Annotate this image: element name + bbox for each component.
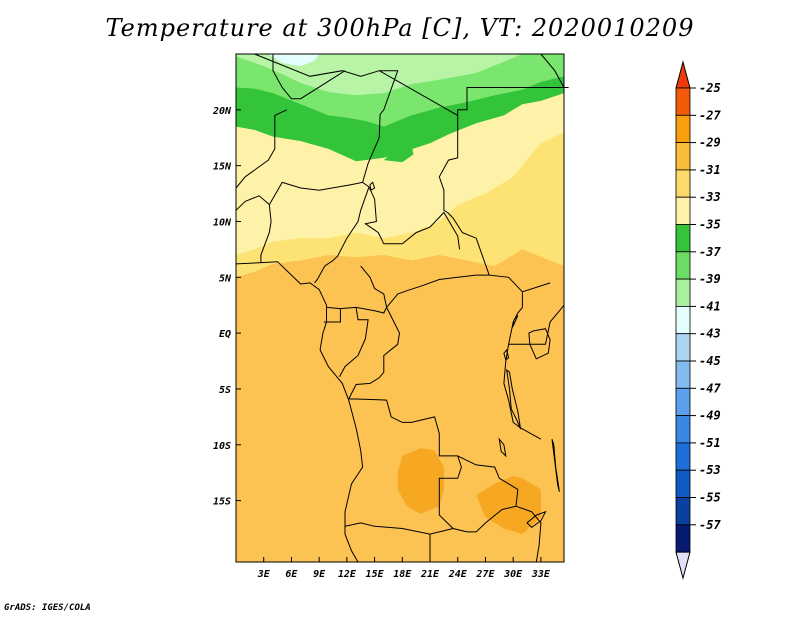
x-tick-label: 9E	[313, 569, 326, 580]
colorbar-label: -37	[699, 245, 721, 259]
colorbar-label: -45	[699, 354, 721, 368]
colorbar-label: -25	[699, 81, 721, 95]
colorbar-label: -49	[699, 409, 721, 423]
y-tick-label: EQ	[219, 329, 231, 340]
field-patch-37	[383, 143, 414, 163]
x-tick-label: 27E	[475, 569, 495, 580]
temperature-field	[236, 54, 564, 562]
field-band-41	[236, 54, 523, 96]
colorbar-label: -51	[699, 436, 721, 450]
colorbar-swatch	[675, 142, 691, 171]
colorbar-swatch	[675, 333, 691, 362]
colorbar-swatch	[675, 442, 691, 471]
colorbar-label: -53	[699, 463, 721, 477]
colorbar-label: -29	[699, 136, 721, 150]
x-tick-label: 6E	[285, 569, 298, 580]
x-tick-label: 12E	[338, 569, 357, 580]
colorbar-swatch	[675, 278, 691, 307]
colorbar-swatch	[675, 196, 691, 225]
x-tick-label: 18E	[393, 569, 412, 580]
y-tick-label: 20N	[212, 106, 232, 117]
y-tick-label: 5N	[219, 273, 232, 284]
lakes	[369, 181, 560, 529]
colorbar-swatch	[675, 469, 691, 498]
colorbar-swatch	[675, 524, 691, 553]
colorbar-swatch	[675, 114, 691, 144]
colorbar-label: -31	[699, 163, 721, 177]
colorbar: -25 -27 -29 -31 -33 -35 -37 -39 -41 -43 -45 -47 -49 -…	[675, 60, 721, 581]
credit-label: GrADS: IGES/COLA	[4, 603, 91, 613]
colorbar-swatch	[675, 305, 691, 335]
field-patch-27-south	[476, 476, 541, 535]
y-tick-label: 10S	[213, 441, 231, 452]
x-tick-label: 3E	[257, 569, 271, 580]
colorbar-label: -39	[699, 272, 721, 286]
colorbar-swatch	[675, 87, 691, 116]
x-tick-label: 30E	[503, 569, 523, 580]
colorbar-label: -33	[699, 190, 721, 204]
x-axis-ticks: 3E 6E 9E 12E 15E 18E 21E 24E 27E 30E 33E	[257, 557, 551, 580]
x-tick-label: 15E	[366, 569, 385, 580]
colorbar-label: -35	[699, 218, 721, 232]
colorbar-swatch	[675, 251, 691, 280]
colorbar-swatch	[675, 497, 691, 526]
colorbar-label: -57	[699, 518, 721, 532]
colorbar-swatch	[675, 387, 691, 416]
y-tick-label: 5S	[219, 385, 231, 396]
colorbar-swatch	[675, 415, 691, 444]
colorbar-label: -27	[699, 108, 721, 122]
map-frame	[235, 53, 565, 563]
map-outlines	[235, 53, 569, 563]
y-tick-label: 15N	[213, 162, 232, 173]
colorbar-label: -47	[699, 381, 721, 395]
field-patch-27-angola	[397, 448, 444, 514]
chart-title: Temperature at 300hPa [C], VT: 202001020…	[105, 14, 695, 42]
x-tick-label: 21E	[420, 569, 440, 580]
colorbar-label: -55	[699, 491, 721, 505]
x-tick-label: 33E	[531, 569, 551, 580]
colorbar-label: -43	[699, 327, 721, 341]
colorbar-swatch	[675, 224, 691, 253]
colorbar-swatch	[675, 169, 691, 198]
y-tick-label: 10N	[213, 217, 232, 228]
colorbar-swatch	[675, 360, 691, 389]
colorbar-top-arrow	[675, 60, 691, 89]
field-band-43	[268, 54, 320, 67]
x-tick-label: 24E	[448, 569, 468, 580]
colorbar-label: -41	[699, 299, 721, 313]
y-axis-ticks: 20N 15N 10N 5N EQ 5S 10S 15S	[212, 106, 241, 508]
colorbar-bottom-arrow	[675, 551, 691, 581]
y-tick-label: 15S	[213, 497, 231, 508]
country-borders	[235, 53, 569, 563]
coastline	[235, 53, 565, 563]
